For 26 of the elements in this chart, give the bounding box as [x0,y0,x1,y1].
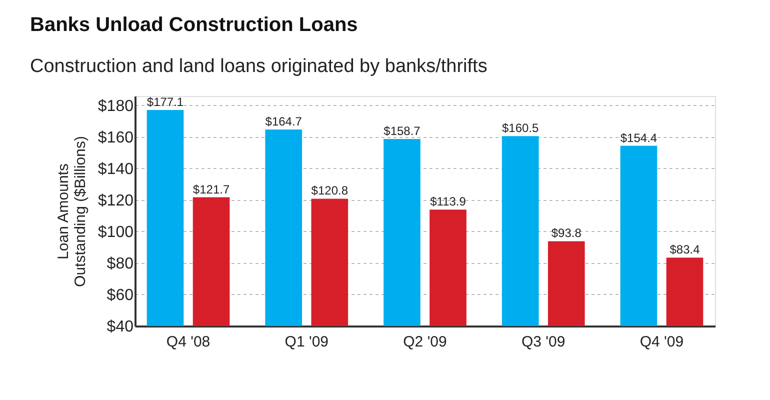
data-label: $154.4 [620,130,658,145]
data-label: $160.5 [502,121,540,136]
x-tick-label: Q4 '09 [640,334,684,350]
data-label: $120.8 [311,184,348,198]
x-tick-label: Q2 '09 [403,334,447,350]
y-tick-label: $100 [98,224,134,241]
y-axis-title: Loan Amounts Outstanding ($Billions) [54,136,89,287]
y-tick-label: $140 [98,160,134,178]
data-label: $158.7 [384,124,421,138]
x-tick-label: Q4 '08 [166,334,210,350]
y-tick-label: $120 [98,192,134,210]
y-tick-label: $60 [106,286,134,304]
x-tick-label: Q3 '09 [522,334,566,350]
data-label: $177.1 [146,95,184,110]
y-tick-label: $80 [106,255,134,272]
data-label: $83.4 [670,242,700,257]
chart-title: Banks Unload Construction Loans [30,14,358,36]
data-label: $121.7 [192,182,230,196]
data-label: $113.9 [430,194,466,209]
y-tick-label: $160 [98,129,134,146]
data-label: $164.7 [265,114,302,129]
y-tick-label: $40 [106,318,134,336]
y-tick-label: $180 [98,98,134,115]
x-tick-label: Q1 '09 [284,334,328,350]
chart-subtitle: Construction and land loans originated by banks/thrifts [30,56,488,77]
data-label: $93.8 [551,226,582,240]
